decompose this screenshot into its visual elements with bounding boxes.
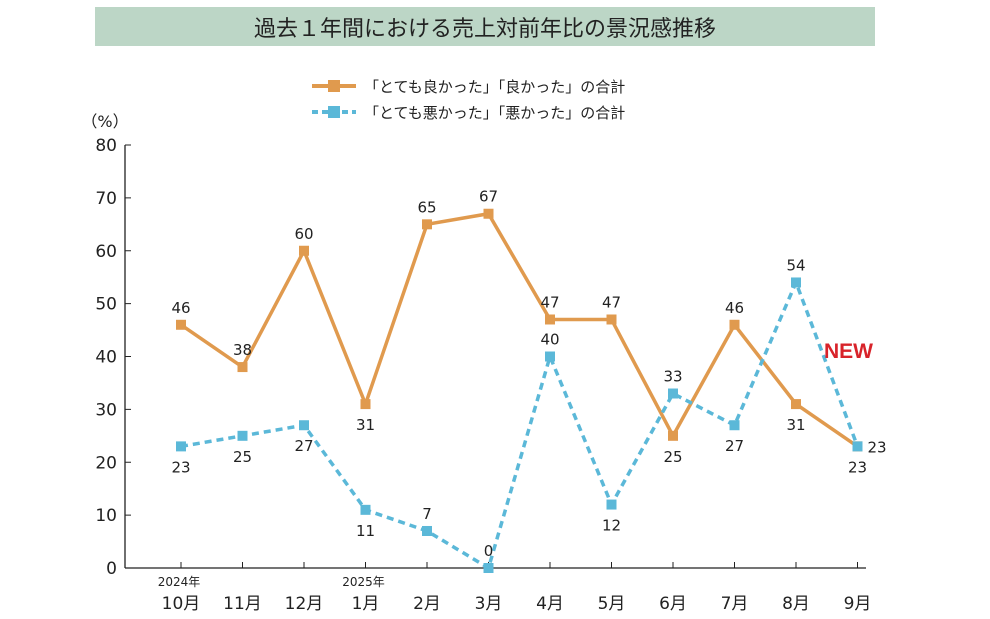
data-label: 23 xyxy=(848,458,867,476)
data-point xyxy=(852,441,863,452)
data-label: 23 xyxy=(171,458,190,476)
new-annotation: NEW xyxy=(824,340,873,363)
data-point xyxy=(545,351,555,362)
y-tick-label: 50 xyxy=(95,295,117,315)
y-tick-label: 40 xyxy=(95,348,117,368)
x-tick-label: 10月 xyxy=(162,594,201,614)
data-point xyxy=(791,399,801,410)
x-tick-label: 6月 xyxy=(659,594,687,614)
data-label: 25 xyxy=(663,448,682,466)
x-tick-label: 2月 xyxy=(413,594,441,614)
data-label: 67 xyxy=(479,188,498,206)
data-label: 27 xyxy=(294,437,313,455)
x-tick-label: 11月 xyxy=(223,594,262,614)
x-tick-label: 4月 xyxy=(536,594,564,614)
data-point xyxy=(668,430,678,441)
y-tick-label: 30 xyxy=(95,400,117,420)
data-point xyxy=(545,314,555,325)
y-tick-label: 80 xyxy=(95,136,117,156)
data-label: 11 xyxy=(356,522,375,540)
data-point xyxy=(237,362,248,373)
data-point xyxy=(299,420,309,431)
data-label: 40 xyxy=(540,331,559,349)
legend-marker xyxy=(328,106,340,118)
y-axis-label: （%） xyxy=(81,112,128,131)
data-label: 60 xyxy=(294,225,313,243)
year-label: 2024年 xyxy=(158,575,201,589)
data-point xyxy=(422,525,432,536)
x-tick-label: 8月 xyxy=(782,594,810,614)
y-tick-label: 0 xyxy=(106,559,117,579)
y-tick-label: 60 xyxy=(95,242,117,262)
data-label: 7 xyxy=(422,505,432,523)
data-label: 33 xyxy=(663,368,682,386)
legend-label: 「とても良かった」「良かった」の合計 xyxy=(364,78,625,96)
data-label: 38 xyxy=(233,341,252,359)
data-label: 25 xyxy=(233,448,252,466)
x-tick-label: 7月 xyxy=(721,594,749,614)
data-label: 54 xyxy=(786,256,805,274)
y-tick-label: 70 xyxy=(95,189,117,209)
y-tick-label: 20 xyxy=(95,453,117,473)
data-label: 47 xyxy=(602,293,621,311)
data-label: 46 xyxy=(171,299,190,317)
data-point xyxy=(299,245,309,256)
data-label: 0 xyxy=(484,542,494,560)
data-point xyxy=(237,430,248,441)
legend-marker xyxy=(328,80,340,92)
data-label: 31 xyxy=(786,416,805,434)
data-label: 12 xyxy=(602,517,621,535)
series-line xyxy=(180,211,859,448)
data-label: 65 xyxy=(417,198,436,216)
data-point xyxy=(360,399,371,410)
year-label: 2025年 xyxy=(342,575,385,589)
data-point xyxy=(176,319,186,330)
data-label: 46 xyxy=(725,299,744,317)
series-line xyxy=(180,277,860,571)
data-point xyxy=(360,504,371,515)
data-point xyxy=(176,441,186,452)
x-tick-label: 3月 xyxy=(475,594,503,614)
data-point xyxy=(791,277,801,288)
data-point xyxy=(668,388,678,399)
x-tick-label: 5月 xyxy=(598,594,626,614)
data-label: 27 xyxy=(725,437,744,455)
y-tick-label: 10 xyxy=(95,506,117,526)
data-point xyxy=(606,314,617,325)
data-point xyxy=(422,219,432,230)
x-tick-label: 9月 xyxy=(844,594,872,614)
data-point xyxy=(729,319,740,330)
data-point xyxy=(483,563,494,573)
data-label: 47 xyxy=(540,293,559,311)
data-label: 31 xyxy=(356,416,375,434)
data-point xyxy=(606,499,617,510)
data-label: 23 xyxy=(868,438,887,456)
chart-title: 過去１年間における売上対前年比の景況感推移 xyxy=(95,7,875,46)
x-tick-label: 1月 xyxy=(352,594,380,614)
x-tick-label: 12月 xyxy=(285,594,324,614)
legend-label: 「とても悪かった」「悪かった」の合計 xyxy=(364,104,625,122)
data-point xyxy=(729,420,740,431)
data-point xyxy=(483,208,494,219)
